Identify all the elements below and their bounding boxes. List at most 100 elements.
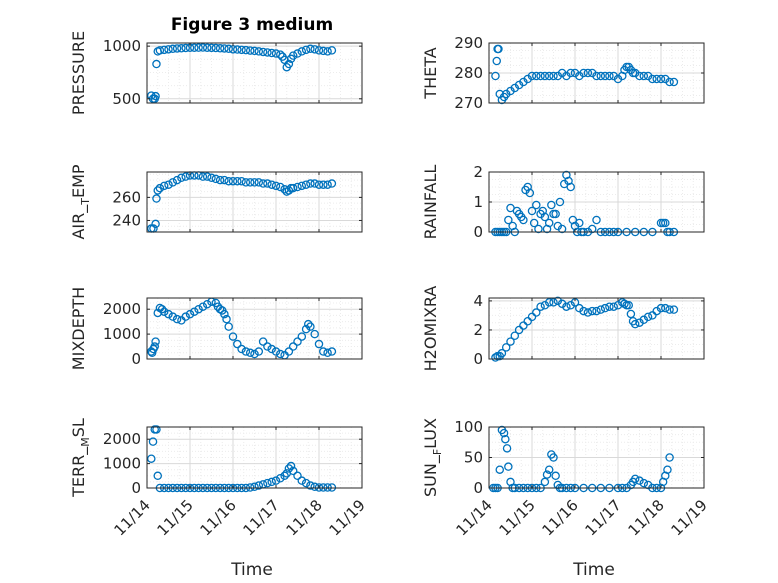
- x-tick-label: 11/15: [496, 496, 539, 539]
- label-part: EMP: [69, 164, 88, 198]
- data-point: [148, 437, 158, 446]
- y-tick-label: 0: [473, 479, 483, 497]
- data-point: [665, 77, 674, 87]
- x-tick-label: 11/18: [283, 496, 326, 539]
- data-point: [245, 178, 255, 187]
- data-point: [491, 71, 500, 81]
- data-point: [224, 44, 233, 54]
- axes-box: [146, 42, 363, 104]
- y-tick-label: 4: [473, 292, 483, 310]
- label-part: TERR_: [69, 446, 89, 498]
- data-point: [288, 342, 298, 351]
- y-tick-label: 0: [131, 479, 141, 497]
- data-point: [271, 49, 281, 58]
- data-point: [314, 180, 324, 189]
- data-point: [310, 45, 319, 54]
- axes-box: [488, 297, 705, 360]
- data-point: [194, 43, 203, 52]
- data-point: [579, 306, 588, 316]
- y-tick-label: 1000: [103, 37, 141, 55]
- data-point: [288, 183, 298, 193]
- y-tick-label: 0: [473, 350, 483, 368]
- y-tick-label: 260: [112, 188, 141, 206]
- y-tick-label: 2000: [103, 430, 141, 448]
- data-point: [267, 477, 276, 487]
- data-point: [207, 173, 216, 183]
- data-point: [605, 71, 614, 81]
- data-point: [587, 224, 597, 234]
- data-point: [202, 299, 212, 309]
- data-point: [258, 47, 268, 57]
- data-point: [254, 47, 264, 56]
- data-point: [306, 44, 315, 54]
- subplot-1: 500 1000 PRESSURE: [69, 31, 363, 115]
- data-point: [624, 301, 634, 310]
- data-point: [211, 43, 221, 53]
- data-point: [547, 200, 556, 210]
- y-tick-label: 500: [112, 90, 141, 108]
- data-point: [669, 77, 679, 87]
- x-tick-label: 11/17: [582, 496, 625, 539]
- data-point: [551, 209, 560, 219]
- data-point: [544, 298, 554, 307]
- data-point: [549, 298, 558, 307]
- data-point: [525, 188, 535, 198]
- y-tick-label: 290: [454, 34, 483, 52]
- data-point: [237, 45, 246, 55]
- data-point: [536, 302, 545, 311]
- data-point: [306, 322, 315, 331]
- data-point: [656, 74, 666, 84]
- data-point: [544, 218, 554, 228]
- subplot-5: 0 1000 2000 MIXDEPTH: [69, 287, 363, 370]
- subplot-3: 240 260 AIR_TEMP: [69, 164, 363, 240]
- data-point: [494, 44, 503, 54]
- data-point: [155, 46, 165, 55]
- data-point: [151, 219, 160, 229]
- label-subscript: M: [79, 437, 92, 447]
- x-tick-label: 11/14: [111, 496, 154, 539]
- data-point: [250, 178, 259, 187]
- y-tick-label: 100: [454, 418, 483, 436]
- data-point: [254, 481, 264, 490]
- data-point: [220, 44, 229, 53]
- data-point: [665, 305, 674, 314]
- data-point: [228, 332, 238, 341]
- data-point: [504, 462, 513, 471]
- label-subscript: F: [431, 449, 444, 455]
- data-point: [293, 471, 302, 481]
- data-point: [542, 470, 552, 479]
- data-point: [288, 466, 298, 476]
- data-point: [267, 48, 276, 58]
- data-point: [190, 43, 199, 52]
- data-point: [600, 303, 610, 313]
- label-part: SUN_: [421, 454, 441, 497]
- data-point: [669, 305, 679, 314]
- data-point: [233, 176, 242, 186]
- data-point: [534, 224, 543, 234]
- data-point: [276, 50, 285, 59]
- data-point: [172, 44, 182, 53]
- data-point: [306, 179, 315, 188]
- label-part: AIR_: [69, 204, 89, 240]
- y-tick-label: 1000: [103, 325, 141, 343]
- data-point: [557, 224, 567, 234]
- data-point: [639, 71, 649, 81]
- data-point: [583, 308, 593, 317]
- data-point: [147, 454, 156, 463]
- data-point: [254, 178, 264, 187]
- y-tick-label: 1: [473, 193, 483, 211]
- data-point: [202, 172, 212, 181]
- x-tick-label: 11/17: [240, 496, 283, 539]
- data-point: [293, 337, 302, 346]
- data-point: [327, 46, 337, 55]
- x-axis-label-left: Time: [230, 560, 273, 580]
- data-point: [155, 183, 165, 193]
- data-point: [540, 477, 550, 487]
- data-point: [583, 68, 593, 78]
- data-point: [323, 180, 332, 189]
- data-point: [177, 44, 186, 53]
- data-point: [220, 309, 229, 319]
- data-point: [286, 461, 296, 471]
- data-point: [194, 304, 203, 314]
